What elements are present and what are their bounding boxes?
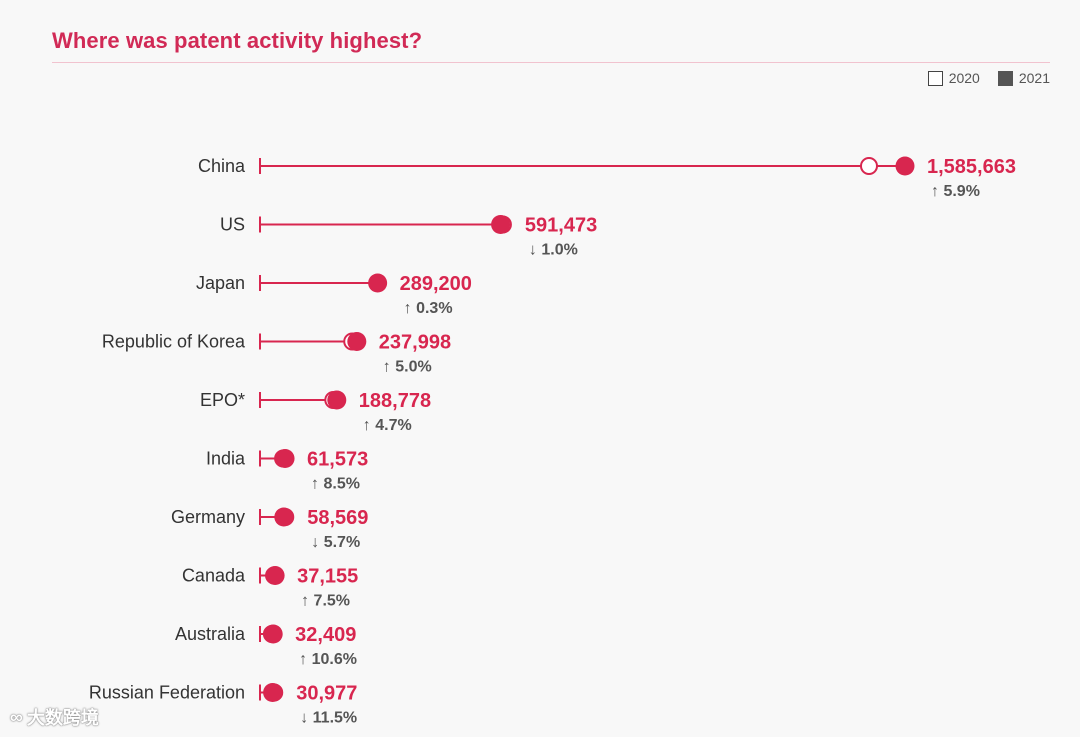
change-label-japan: ↑ 0.3% bbox=[404, 300, 453, 317]
change-label-india: ↑ 8.5% bbox=[311, 476, 360, 493]
value-label-india: 61,573 bbox=[307, 449, 368, 471]
legend: 2020 2021 bbox=[927, 70, 1050, 86]
filled-square-icon bbox=[997, 70, 1013, 86]
change-label-russian-federation: ↓ 11.5% bbox=[300, 710, 357, 727]
value-label-germany: 58,569 bbox=[307, 507, 368, 529]
value-label-us: 591,473 bbox=[525, 215, 597, 237]
dot-2021-china bbox=[895, 156, 915, 176]
row-label-canada: Canada bbox=[182, 566, 246, 586]
dot-2021-germany bbox=[274, 507, 294, 527]
watermark: ∞ 大数跨境 bbox=[10, 704, 99, 730]
change-label-epo: ↑ 4.7% bbox=[363, 417, 412, 434]
dot-2021-russian-federation bbox=[263, 683, 283, 702]
row-label-germany: Germany bbox=[171, 507, 245, 527]
dot-2020-china bbox=[859, 157, 878, 175]
row-label-republic-of-korea: Republic of Korea bbox=[102, 332, 246, 352]
row-label-india: India bbox=[206, 449, 246, 469]
legend-item-2020: 2020 bbox=[927, 70, 980, 86]
value-label-china: 1,585,663 bbox=[927, 156, 1016, 178]
watermark-logo-icon: ∞ bbox=[10, 706, 23, 727]
row-label-russian-federation: Russian Federation bbox=[89, 683, 245, 703]
legend-label-2021: 2021 bbox=[1018, 70, 1050, 86]
change-label-republic-of-korea: ↑ 5.0% bbox=[383, 359, 432, 376]
row-label-australia: Australia bbox=[175, 624, 246, 644]
value-label-epo: 188,778 bbox=[359, 390, 431, 412]
change-label-canada: ↑ 7.5% bbox=[301, 593, 350, 610]
dot-2021-us bbox=[491, 215, 511, 234]
dot-2021-india bbox=[275, 449, 295, 468]
value-label-russian-federation: 30,977 bbox=[296, 683, 357, 705]
chart-title: Where was patent activity highest? bbox=[52, 28, 423, 53]
row-label-epo: EPO* bbox=[200, 390, 245, 410]
value-label-republic-of-korea: 237,998 bbox=[379, 332, 451, 354]
dot-2021-epo bbox=[327, 390, 347, 410]
dot-2021-australia bbox=[263, 624, 283, 644]
legend-label-2020: 2020 bbox=[948, 70, 980, 86]
change-label-germany: ↓ 5.7% bbox=[311, 534, 360, 551]
row-label-us: US bbox=[220, 215, 245, 235]
hollow-square-icon bbox=[927, 70, 943, 86]
dot-2021-canada bbox=[265, 566, 285, 585]
legend-item-2021: 2021 bbox=[997, 70, 1050, 86]
watermark-text: 大数跨境 bbox=[26, 708, 99, 728]
change-label-china: ↑ 5.9% bbox=[931, 183, 980, 200]
value-label-canada: 37,155 bbox=[297, 566, 358, 588]
dot-2021-japan bbox=[368, 273, 388, 293]
value-label-australia: 32,409 bbox=[295, 624, 356, 646]
row-label-china: China bbox=[198, 156, 246, 176]
title-divider bbox=[52, 62, 1050, 63]
dot-2021-republic-of-korea bbox=[347, 332, 367, 351]
change-label-us: ↓ 1.0% bbox=[529, 242, 578, 259]
row-label-japan: Japan bbox=[196, 273, 245, 293]
value-label-japan: 289,200 bbox=[400, 273, 472, 295]
change-label-australia: ↑ 10.6% bbox=[299, 651, 357, 668]
